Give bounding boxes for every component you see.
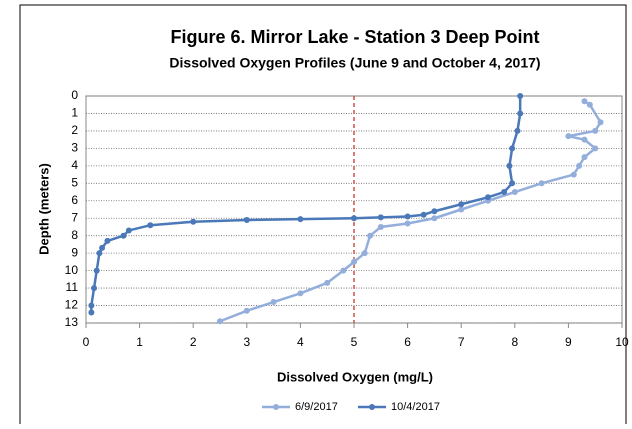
y-tick-label: 3 bbox=[71, 141, 78, 155]
data-point bbox=[270, 299, 277, 306]
data-point bbox=[581, 154, 588, 161]
data-point bbox=[340, 267, 347, 274]
y-tick-label: 4 bbox=[71, 158, 78, 172]
y-tick-label: 0 bbox=[71, 88, 78, 102]
data-point bbox=[93, 267, 100, 274]
y-tick-label: 6 bbox=[71, 193, 78, 207]
data-point bbox=[351, 258, 357, 265]
legend-marker bbox=[273, 404, 279, 410]
x-axis-label: Dissolved Oxygen (mg/L) bbox=[277, 369, 433, 384]
data-point bbox=[297, 290, 304, 297]
data-point bbox=[104, 237, 111, 244]
data-point bbox=[404, 220, 411, 227]
data-point bbox=[509, 180, 516, 187]
data-point bbox=[517, 110, 524, 117]
data-point bbox=[88, 309, 95, 316]
x-tick-label: 3 bbox=[243, 335, 250, 349]
x-tick-label: 10 bbox=[615, 335, 629, 349]
data-point bbox=[485, 194, 491, 201]
y-tick-label: 2 bbox=[71, 123, 78, 137]
y-tick-label: 5 bbox=[71, 175, 78, 189]
data-point bbox=[377, 223, 384, 230]
data-point bbox=[458, 201, 465, 208]
data-point bbox=[581, 98, 588, 105]
y-tick-label: 11 bbox=[66, 280, 79, 294]
legend-marker bbox=[369, 404, 375, 410]
y-axis-label: Depth (meters) bbox=[36, 163, 51, 255]
data-point bbox=[99, 244, 106, 251]
y-tick-label: 1 bbox=[71, 106, 78, 120]
data-point bbox=[297, 216, 304, 223]
y-tick-label: 9 bbox=[71, 245, 78, 259]
data-point bbox=[361, 250, 368, 257]
data-point bbox=[88, 302, 95, 309]
data-point bbox=[91, 285, 98, 292]
y-tick-label: 13 bbox=[65, 315, 79, 329]
data-point bbox=[586, 101, 593, 108]
data-point bbox=[592, 145, 599, 152]
data-point bbox=[581, 136, 588, 143]
y-tick-label: 12 bbox=[65, 298, 79, 312]
data-point bbox=[217, 318, 223, 325]
data-point bbox=[597, 119, 604, 126]
x-tick-label: 5 bbox=[351, 335, 358, 349]
x-tick-label: 4 bbox=[297, 335, 304, 349]
data-point bbox=[190, 218, 197, 225]
data-point bbox=[538, 180, 545, 187]
data-point bbox=[431, 215, 438, 222]
data-point bbox=[147, 222, 154, 229]
data-point bbox=[243, 307, 250, 314]
y-tick-label: 8 bbox=[71, 228, 78, 242]
data-point bbox=[458, 206, 465, 213]
data-point bbox=[420, 211, 427, 218]
data-point bbox=[514, 127, 521, 134]
x-tick-label: 9 bbox=[565, 335, 572, 349]
data-point bbox=[506, 162, 513, 169]
data-point bbox=[377, 214, 384, 221]
data-point bbox=[517, 93, 524, 99]
chart-title: Figure 6. Mirror Lake - Station 3 Deep P… bbox=[170, 27, 539, 47]
data-point bbox=[565, 133, 572, 140]
chart-subtitle: Dissolved Oxygen Profiles (June 9 and Oc… bbox=[169, 55, 540, 71]
data-point bbox=[576, 162, 583, 169]
data-point bbox=[324, 279, 331, 286]
x-tick-label: 6 bbox=[404, 335, 411, 349]
data-point bbox=[404, 213, 411, 220]
data-point bbox=[511, 189, 518, 196]
x-tick-label: 2 bbox=[190, 335, 197, 349]
y-tick-label: 7 bbox=[71, 210, 78, 224]
x-tick-label: 0 bbox=[83, 335, 90, 349]
data-point bbox=[431, 208, 438, 215]
chart-frame bbox=[19, 4, 627, 429]
data-point bbox=[592, 127, 599, 134]
data-point bbox=[96, 250, 103, 257]
data-point bbox=[120, 232, 127, 239]
legend-label: 10/4/2017 bbox=[391, 401, 440, 413]
data-point bbox=[351, 215, 357, 222]
x-tick-label: 1 bbox=[136, 335, 143, 349]
data-point bbox=[243, 216, 250, 223]
y-tick-label: 10 bbox=[65, 263, 79, 277]
data-point bbox=[570, 171, 577, 178]
x-tick-label: 7 bbox=[458, 335, 465, 349]
data-point bbox=[367, 232, 374, 239]
data-point bbox=[125, 227, 132, 234]
x-tick-label: 8 bbox=[511, 335, 518, 349]
data-point bbox=[509, 145, 516, 152]
legend-label: 6/9/2017 bbox=[295, 401, 338, 413]
data-point bbox=[501, 189, 508, 196]
